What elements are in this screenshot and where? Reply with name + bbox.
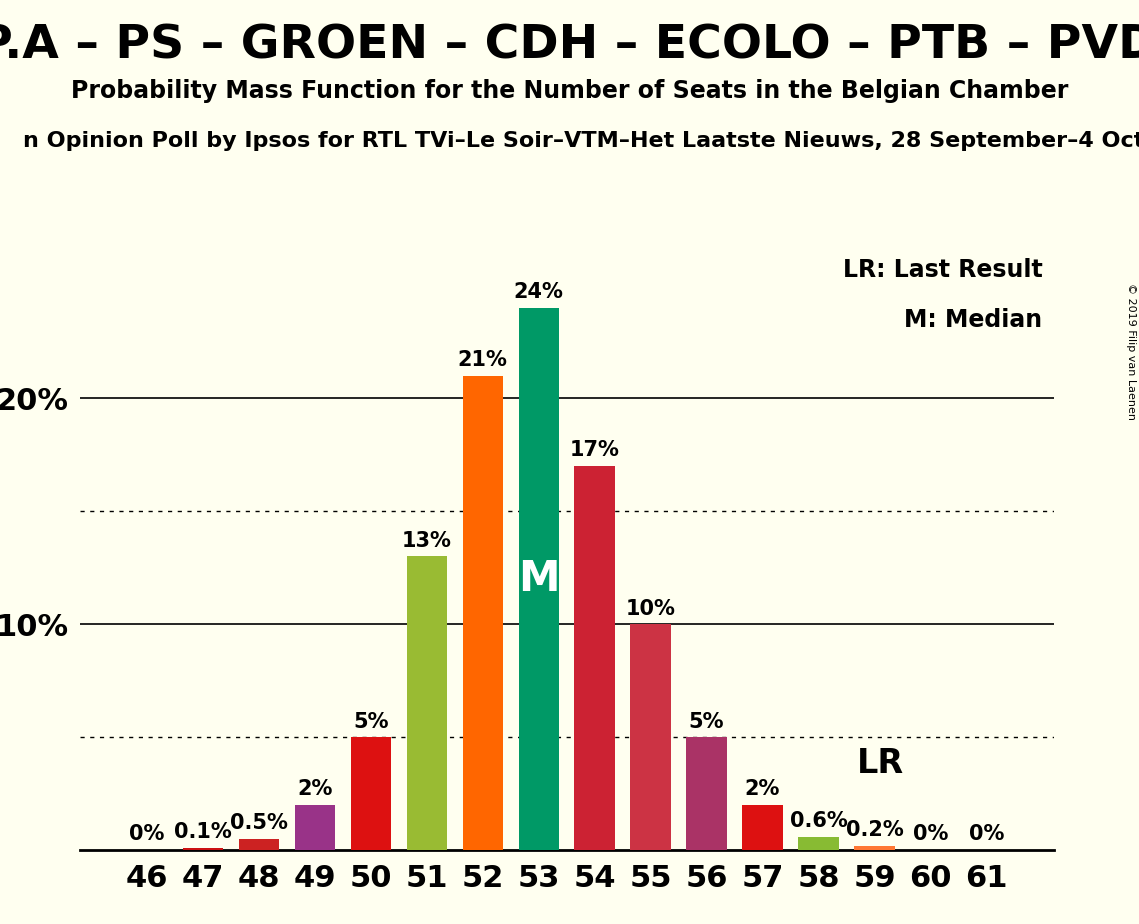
- Text: 0%: 0%: [969, 824, 1005, 845]
- Text: 0%: 0%: [129, 824, 164, 845]
- Text: 0.1%: 0.1%: [174, 822, 231, 842]
- Bar: [687, 737, 727, 850]
- Text: Probability Mass Function for the Number of Seats in the Belgian Chamber: Probability Mass Function for the Number…: [71, 79, 1068, 103]
- Bar: [239, 839, 279, 850]
- Bar: [407, 556, 446, 850]
- Text: 2%: 2%: [745, 779, 780, 799]
- Bar: [574, 466, 615, 850]
- Text: 0%: 0%: [912, 824, 948, 845]
- Bar: [518, 308, 559, 850]
- Text: 0.2%: 0.2%: [845, 820, 903, 840]
- Text: 17%: 17%: [570, 441, 620, 460]
- Text: 10%: 10%: [625, 599, 675, 618]
- Bar: [798, 836, 838, 850]
- Text: 0.6%: 0.6%: [789, 811, 847, 831]
- Text: 2%: 2%: [297, 779, 333, 799]
- Text: LR: LR: [857, 748, 903, 780]
- Text: 0.5%: 0.5%: [230, 813, 288, 833]
- Text: M: M: [518, 558, 559, 600]
- Bar: [631, 625, 671, 850]
- Bar: [351, 737, 391, 850]
- Text: 21%: 21%: [458, 350, 508, 371]
- Bar: [462, 376, 502, 850]
- Text: 5%: 5%: [353, 711, 388, 732]
- Text: 13%: 13%: [402, 530, 452, 551]
- Text: LR: Last Result: LR: Last Result: [843, 259, 1042, 283]
- Text: 24%: 24%: [514, 283, 564, 302]
- Bar: [295, 805, 335, 850]
- Text: n Opinion Poll by Ipsos for RTL TVi–Le Soir–VTM–Het Laatste Nieuws, 28 September: n Opinion Poll by Ipsos for RTL TVi–Le S…: [23, 131, 1139, 152]
- Text: M: Median: M: Median: [904, 308, 1042, 332]
- Text: 5%: 5%: [689, 711, 724, 732]
- Bar: [743, 805, 782, 850]
- Text: © 2019 Filip van Laenen: © 2019 Filip van Laenen: [1126, 283, 1136, 419]
- Bar: [182, 848, 223, 850]
- Bar: [854, 845, 894, 850]
- Text: SP.A – PS – GROEN – CDH – ECOLO – PTB – PVDA: SP.A – PS – GROEN – CDH – ECOLO – PTB – …: [0, 23, 1139, 68]
